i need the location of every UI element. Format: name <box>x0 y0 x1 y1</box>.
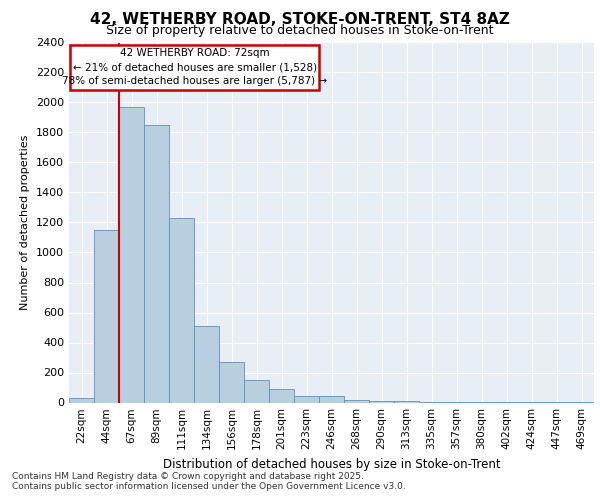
Bar <box>319 396 344 402</box>
Bar <box>194 326 219 402</box>
Text: Contains public sector information licensed under the Open Government Licence v3: Contains public sector information licen… <box>12 482 406 491</box>
X-axis label: Distribution of detached houses by size in Stoke-on-Trent: Distribution of detached houses by size … <box>163 458 500 471</box>
Bar <box>244 380 269 402</box>
Bar <box>144 125 169 402</box>
Bar <box>269 389 294 402</box>
Y-axis label: Number of detached properties: Number of detached properties <box>20 135 31 310</box>
Bar <box>219 362 244 403</box>
Bar <box>169 218 194 402</box>
Text: Contains HM Land Registry data © Crown copyright and database right 2025.: Contains HM Land Registry data © Crown c… <box>12 472 364 481</box>
Bar <box>369 401 394 402</box>
Bar <box>294 396 319 402</box>
Bar <box>344 400 369 402</box>
Bar <box>94 230 119 402</box>
Text: Size of property relative to detached houses in Stoke-on-Trent: Size of property relative to detached ho… <box>106 24 494 37</box>
FancyBboxPatch shape <box>70 46 319 90</box>
Bar <box>69 398 94 402</box>
Bar <box>119 107 144 403</box>
Text: 42 WETHERBY ROAD: 72sqm
← 21% of detached houses are smaller (1,528)
78% of semi: 42 WETHERBY ROAD: 72sqm ← 21% of detache… <box>62 48 327 86</box>
Text: 42, WETHERBY ROAD, STOKE-ON-TRENT, ST4 8AZ: 42, WETHERBY ROAD, STOKE-ON-TRENT, ST4 8… <box>90 12 510 28</box>
